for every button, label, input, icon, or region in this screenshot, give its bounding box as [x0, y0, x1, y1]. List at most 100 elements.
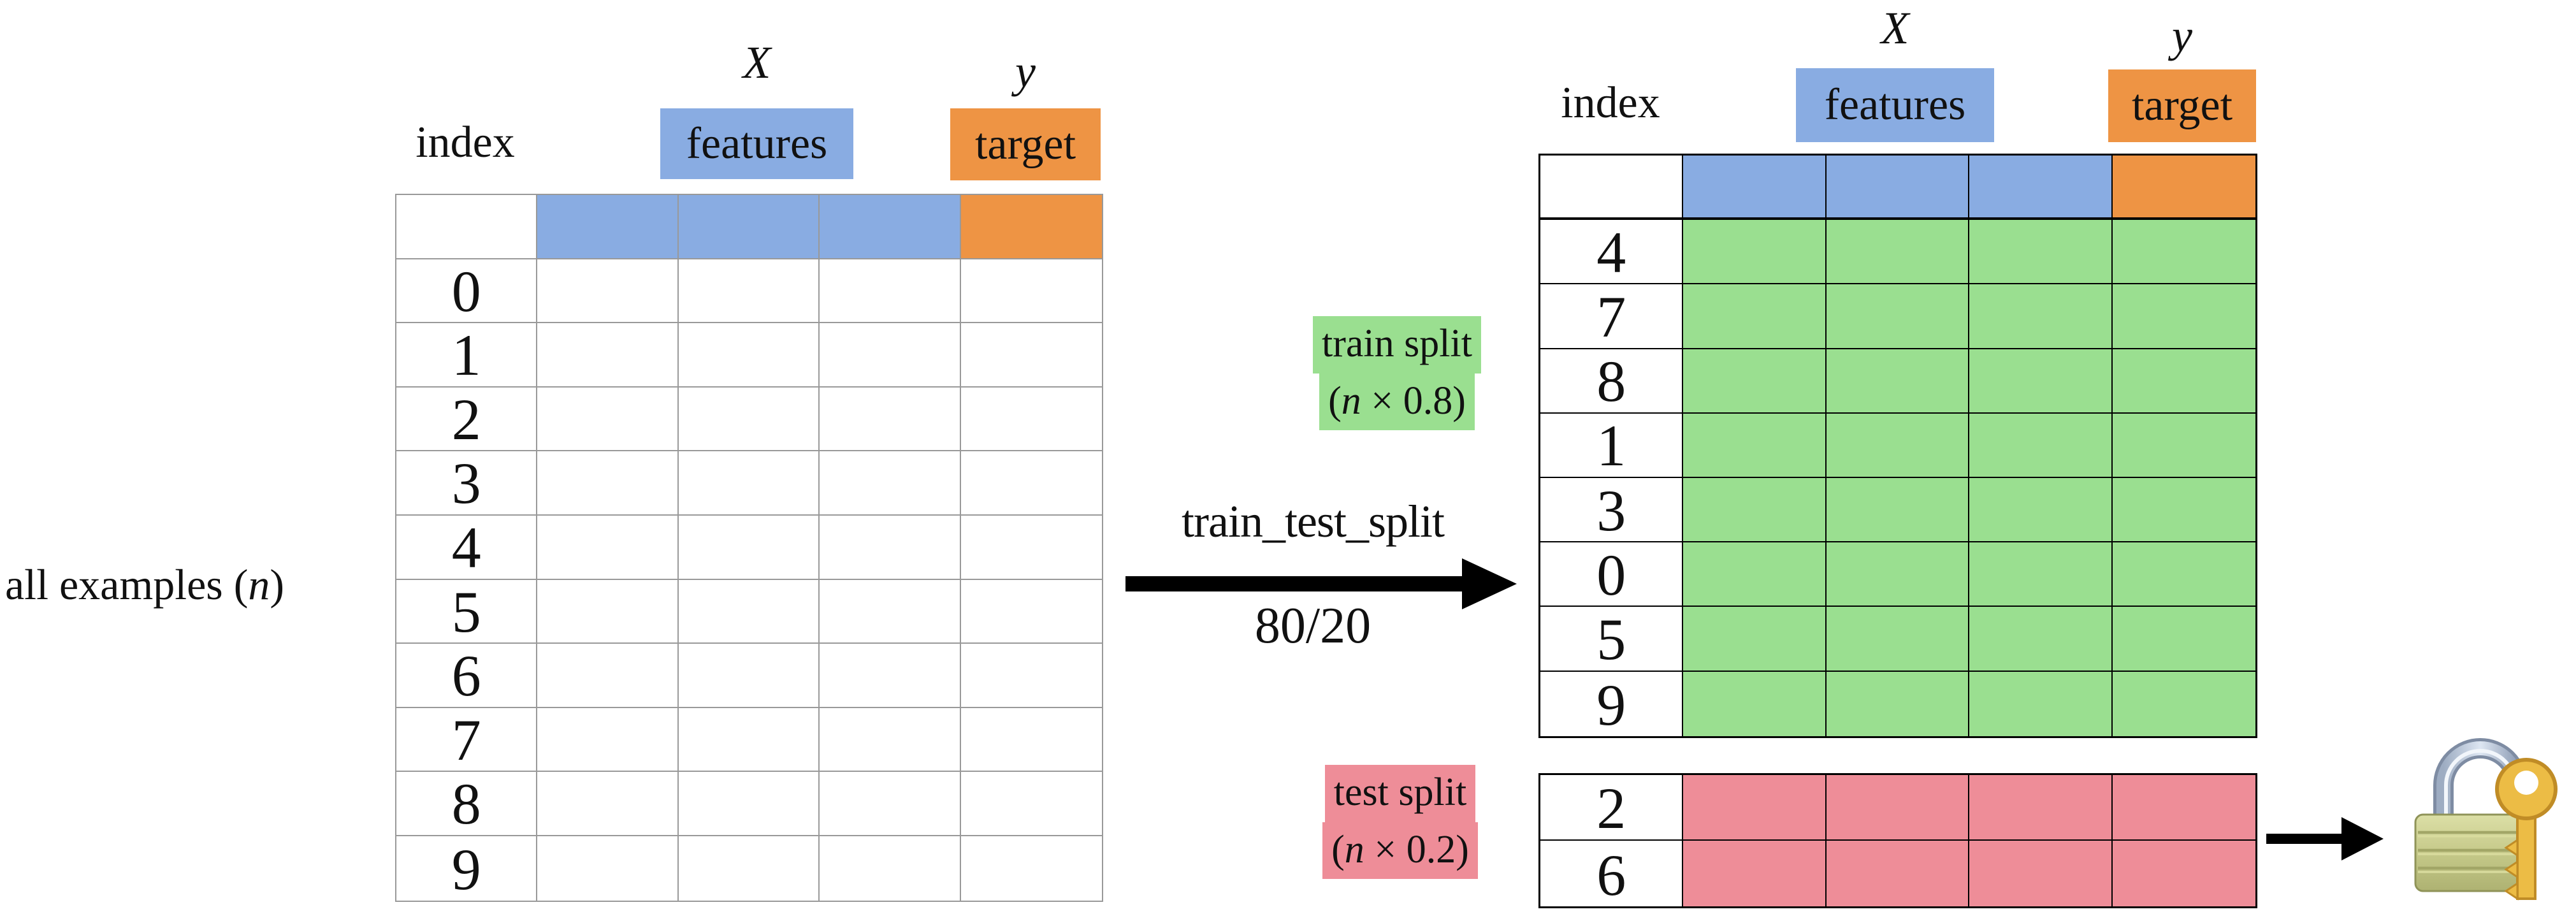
feature-cell: [537, 772, 679, 836]
test-to-lock-arrow: [2266, 817, 2384, 860]
feature-cell: [1683, 542, 1827, 607]
feature-cell: [678, 836, 820, 901]
feature-cell: [678, 451, 820, 516]
feature-cell: [1826, 607, 1970, 672]
target-cell: [960, 451, 1102, 516]
target-cell: [960, 579, 1102, 644]
target-cell: [960, 707, 1102, 773]
index-cell: 1: [1540, 413, 1684, 478]
test-split-label: test split (n × 0.2): [1289, 765, 1512, 880]
target-cell: [960, 836, 1102, 901]
feature-cell: [537, 644, 679, 708]
right-features-label: features: [1796, 68, 1994, 142]
padlock-body: [2414, 813, 2524, 892]
target-cell: [2112, 349, 2255, 414]
train-split-label: train split (n × 0.8): [1278, 316, 1516, 431]
feature-cell: [678, 707, 820, 773]
feature-cell: [537, 259, 679, 324]
header-feature-cell: [678, 195, 820, 259]
feature-cell: [1826, 841, 1970, 906]
caption-text-close: ): [270, 560, 285, 609]
feature-cell: [1969, 220, 2113, 285]
feature-cell: [678, 259, 820, 324]
index-cell: 6: [1540, 841, 1684, 906]
feature-cell: [1826, 477, 1970, 543]
left-y-variable-label: y: [1015, 46, 1036, 97]
target-cell: [2112, 542, 2255, 607]
header-feature-cell: [537, 195, 679, 259]
index-cell: 5: [396, 579, 538, 644]
left-features-label: features: [660, 108, 853, 179]
feature-cell: [820, 259, 961, 324]
feature-cell: [1826, 220, 1970, 285]
header-feature-cell: [1683, 156, 1827, 221]
key-icon: [2495, 758, 2558, 901]
feature-cell: [820, 323, 961, 388]
feature-cell: [1826, 349, 1970, 414]
feature-cell: [1969, 349, 2113, 414]
target-cell: [960, 515, 1102, 580]
feature-cell: [1969, 671, 2113, 736]
feature-cell: [1683, 349, 1827, 414]
index-cell: 5: [1540, 607, 1684, 672]
main-arrow: [1125, 558, 1517, 609]
feature-cell: [537, 836, 679, 901]
right-target-label: target: [2108, 69, 2256, 142]
target-cell: [2112, 775, 2255, 841]
index-cell: 0: [396, 259, 538, 324]
feature-cell: [1826, 413, 1970, 478]
feature-cell: [678, 644, 820, 708]
feature-cell: [678, 515, 820, 580]
feature-cell: [678, 387, 820, 452]
feature-cell: [1683, 284, 1827, 349]
feature-cell: [1826, 671, 1970, 736]
target-cell: [960, 644, 1102, 708]
right-y-variable-label: y: [2172, 10, 2192, 61]
feature-cell: [820, 836, 961, 901]
header-index-cell: [1540, 156, 1684, 221]
header-feature-cell: [1969, 156, 2113, 221]
padlock-key-icon: [2414, 738, 2558, 901]
feature-cell: [1969, 413, 2113, 478]
feature-cell: [820, 387, 961, 452]
right-index-column-label: index: [1561, 78, 1660, 127]
feature-cell: [820, 579, 961, 644]
feature-cell: [1683, 841, 1827, 906]
feature-cell: [678, 323, 820, 388]
caption-text: all examples (: [5, 560, 249, 609]
target-cell: [960, 259, 1102, 324]
feature-cell: [1969, 542, 2113, 607]
feature-cell: [537, 387, 679, 452]
feature-cell: [678, 579, 820, 644]
target-cell: [960, 323, 1102, 388]
target-cell: [960, 387, 1102, 452]
index-cell: 2: [1540, 775, 1684, 841]
header-feature-cell: [820, 195, 961, 259]
index-cell: 4: [396, 515, 538, 580]
train-split-label-line1: train split: [1313, 316, 1481, 374]
feature-cell: [1969, 477, 2113, 543]
index-cell: 8: [1540, 349, 1684, 414]
feature-cell: [820, 772, 961, 836]
feature-cell: [820, 515, 961, 580]
all-examples-caption: all examples (n): [5, 561, 413, 609]
feature-cell: [820, 644, 961, 708]
target-cell: [2112, 413, 2255, 478]
index-cell: 0: [1540, 542, 1684, 607]
test-split-label-line2: (n × 0.2): [1322, 822, 1478, 880]
feature-cell: [1826, 284, 1970, 349]
train-test-split-function-label: train_test_split: [1182, 496, 1445, 547]
feature-cell: [1683, 220, 1827, 285]
feature-cell: [1969, 841, 2113, 906]
index-cell: 3: [396, 451, 538, 516]
feature-cell: [1683, 607, 1827, 672]
split-ratio-label: 80/20: [1254, 598, 1371, 654]
feature-cell: [1969, 284, 2113, 349]
caption-n-variable: n: [248, 560, 270, 609]
index-cell: 7: [396, 707, 538, 773]
feature-cell: [537, 515, 679, 580]
index-cell: 3: [1540, 477, 1684, 543]
target-cell: [2112, 220, 2255, 285]
